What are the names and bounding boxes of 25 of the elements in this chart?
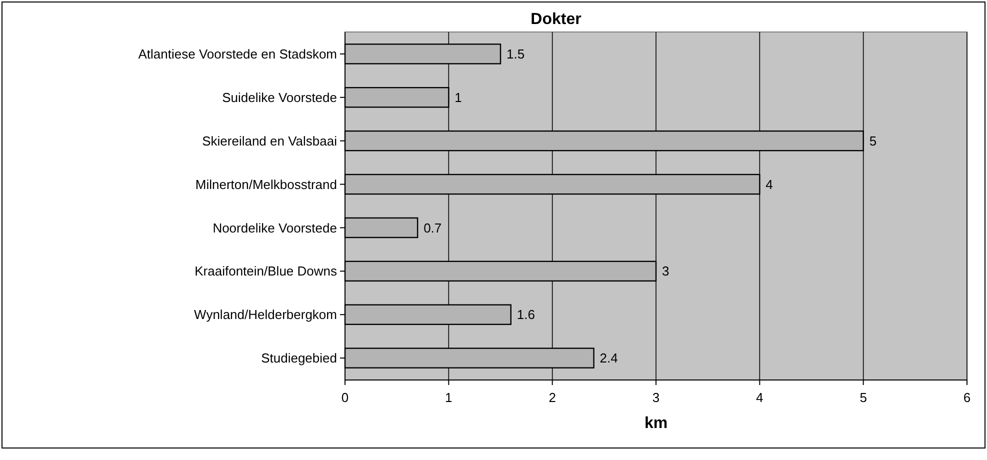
y-tick-label: Atlantiese Voorstede en Stadskom [138, 46, 337, 62]
data-label: 1 [454, 90, 462, 105]
data-label: 1.5 [506, 46, 525, 62]
x-tick-label: 6 [963, 390, 971, 405]
y-tick-label: Suidelike Voorstede [222, 90, 337, 105]
x-axis-title: km [644, 415, 668, 432]
data-label: 1.6 [516, 307, 535, 322]
chart-title: Dokter [530, 11, 582, 28]
y-tick-label: Kraaifontein/Blue Downs [194, 264, 338, 279]
data-label: 4 [766, 176, 773, 192]
data-label: 0.7 [424, 220, 442, 236]
x-tick-label: 2 [548, 390, 556, 405]
y-tick-label: Skiereiland en Valsbaai [202, 133, 338, 148]
x-tick-label: 0 [341, 390, 349, 405]
x-tick-label: 3 [652, 390, 660, 405]
data-label: 2.4 [600, 350, 618, 366]
y-tick-label: Wynland/Helderbergkom [194, 307, 337, 322]
data-label: 3 [662, 264, 670, 279]
x-tick-label: 5 [860, 390, 867, 405]
x-tick-label: 1 [445, 390, 452, 405]
y-tick-label: Milnerton/Melkbosstrand [195, 176, 337, 192]
data-label: 5 [869, 133, 877, 148]
y-tick-label: Noordelike Voorstede [212, 220, 337, 236]
x-tick-label: 4 [756, 390, 764, 405]
y-tick-label: Studiegebied [261, 350, 337, 366]
